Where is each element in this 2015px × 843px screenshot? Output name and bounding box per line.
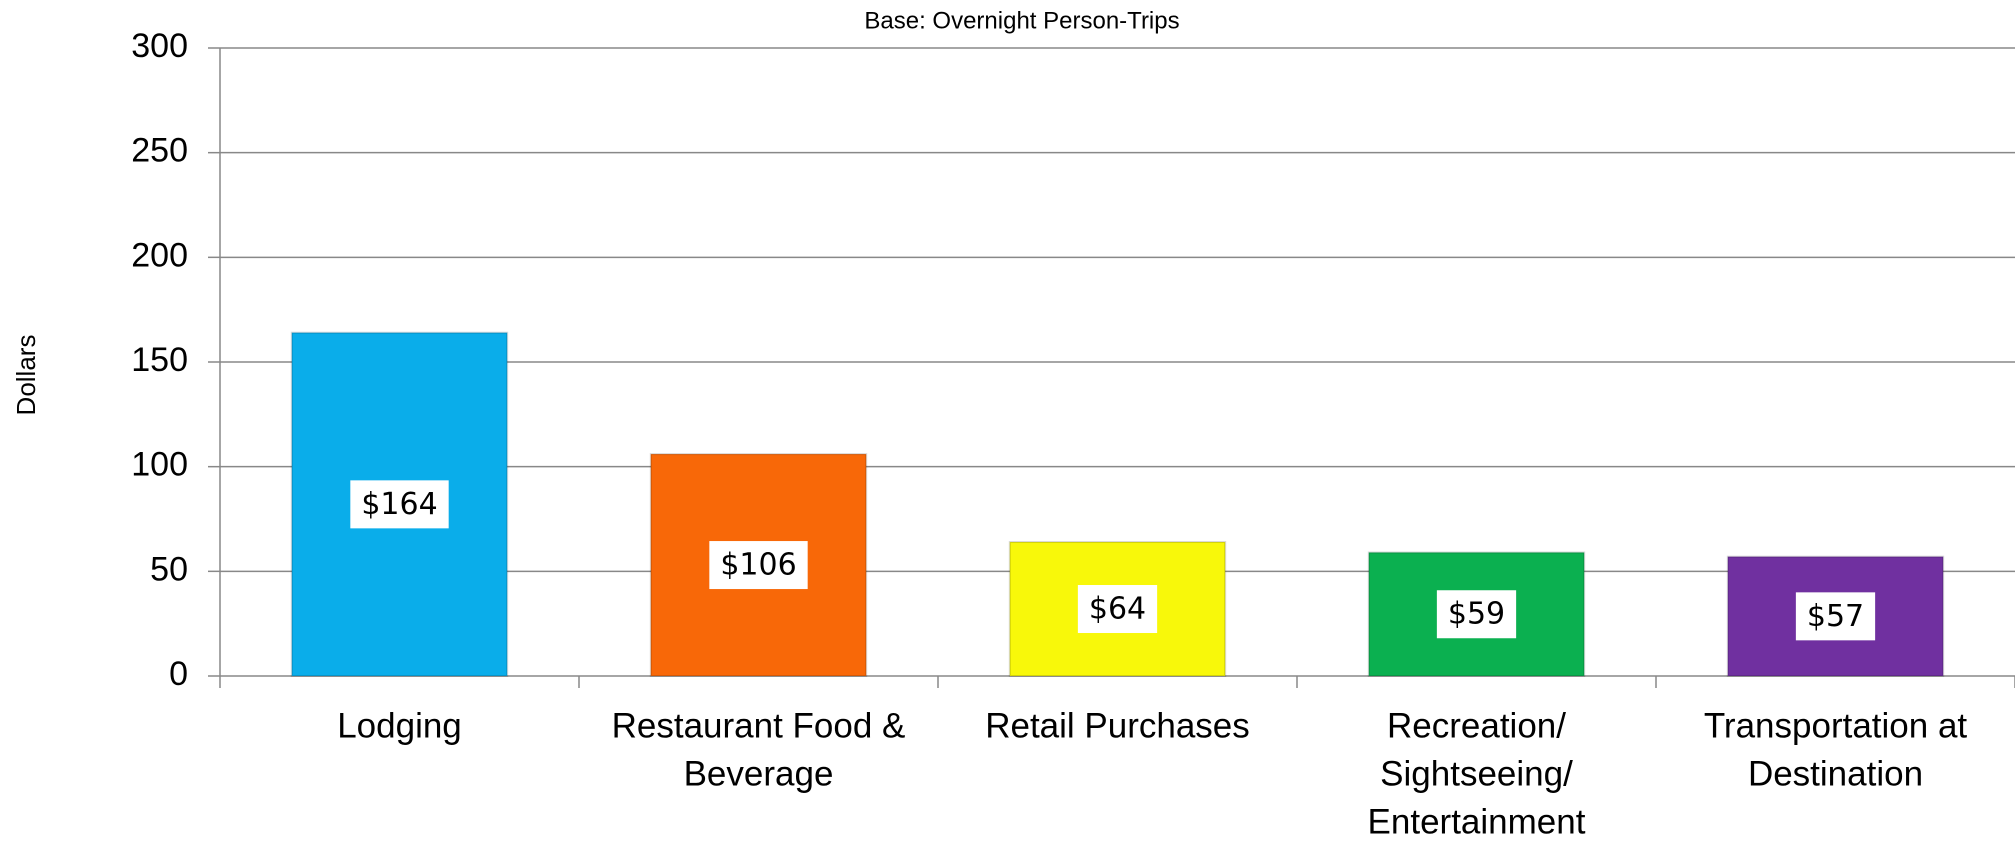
x-tick-label: Lodging [337, 706, 462, 745]
y-tick-label: 200 [131, 236, 188, 274]
value-label-box [1436, 590, 1517, 639]
y-tick-label: 150 [131, 341, 188, 379]
x-tick-label: Entertainment [1368, 802, 1586, 841]
y-tick-label: 0 [169, 655, 188, 693]
value-label: $59 [1448, 597, 1505, 632]
y-tick-label: 50 [150, 550, 188, 588]
y-tick-label: 100 [131, 446, 188, 484]
value-label-box [350, 480, 449, 529]
value-label-box [1795, 592, 1876, 641]
x-tick-label: Destination [1748, 754, 1923, 793]
x-tick-label: Recreation/ [1387, 706, 1566, 745]
y-tick-label: 250 [131, 132, 188, 170]
bar [649, 453, 868, 677]
value-label: $106 [720, 548, 796, 583]
value-label: $164 [361, 487, 437, 522]
value-label-box [1077, 585, 1158, 634]
x-tick-label: Restaurant Food & [612, 706, 906, 745]
x-tick-label: Transportation at [1704, 706, 1968, 745]
value-label-box [709, 541, 808, 590]
value-label: $57 [1807, 599, 1864, 634]
x-tick-label: Retail Purchases [985, 706, 1250, 745]
x-tick-label: Beverage [684, 754, 834, 793]
value-label: $64 [1089, 592, 1146, 627]
chart-title: Base: Overnight Person-Trips [864, 7, 1179, 34]
y-tick-label: 300 [131, 27, 188, 65]
x-tick-label: Sightseeing/ [1380, 754, 1573, 793]
y-axis-label: Dollars [11, 335, 41, 416]
